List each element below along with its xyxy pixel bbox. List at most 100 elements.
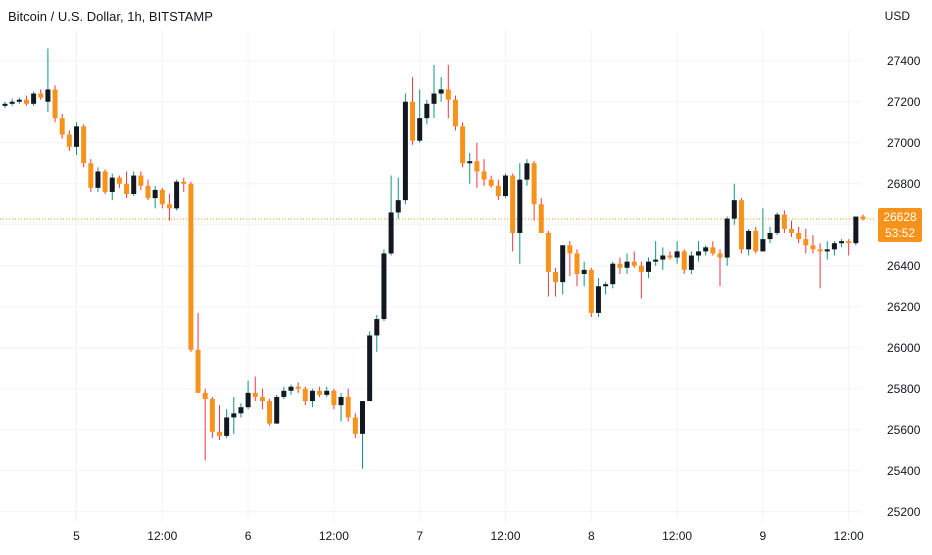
candle-body — [309, 390, 315, 402]
candle-body — [574, 253, 580, 274]
candle-body — [66, 134, 72, 147]
candle-body — [717, 253, 723, 258]
bar-countdown: 53:52 — [884, 226, 916, 240]
candle — [817, 243, 823, 289]
candle-body — [817, 249, 823, 252]
candle-body — [638, 265, 644, 272]
candle-body — [445, 89, 451, 100]
candle-body — [166, 204, 172, 209]
candle — [367, 331, 373, 402]
candle — [109, 173, 115, 201]
candle-body — [295, 386, 301, 389]
candle-body — [731, 200, 737, 219]
candle — [724, 216, 730, 266]
candle — [574, 249, 580, 287]
candle-body — [252, 392, 258, 397]
candle-body — [674, 251, 680, 258]
candle-body — [824, 249, 830, 252]
candle — [145, 179, 151, 201]
candle — [774, 212, 780, 235]
candle-body — [831, 243, 837, 250]
candle — [674, 241, 680, 264]
candle-body — [202, 392, 208, 399]
y-tick-label: 26800 — [887, 177, 921, 191]
candle — [410, 77, 416, 145]
candle — [66, 130, 72, 151]
candle-body — [238, 407, 244, 414]
candle-layer — [2, 48, 866, 469]
candle-body — [681, 251, 687, 270]
last-price-badge: 26628 53:52 — [878, 208, 922, 242]
candle-body — [45, 89, 51, 102]
candle-body — [495, 185, 501, 197]
candle — [603, 282, 609, 295]
candle — [52, 85, 58, 123]
x-tick-label: 5 — [73, 529, 80, 543]
candle-body — [2, 103, 8, 106]
candle — [481, 159, 487, 186]
candle-body — [617, 263, 623, 268]
candle — [660, 247, 666, 270]
candle-body — [688, 255, 694, 270]
candle-body — [181, 181, 187, 184]
candle — [853, 216, 859, 246]
candle-body — [653, 259, 659, 262]
candle — [81, 124, 87, 168]
candle-body — [402, 101, 408, 201]
candle-body — [538, 204, 544, 233]
candle-body — [145, 185, 151, 199]
candle — [610, 261, 616, 289]
candle-body — [224, 417, 230, 436]
candle-body — [109, 177, 115, 192]
x-tick-label: 12:00 — [319, 529, 349, 543]
candle-body — [567, 245, 573, 254]
candle — [138, 171, 144, 190]
candle-body — [524, 163, 530, 180]
candle — [59, 114, 65, 139]
candle-body — [288, 386, 294, 391]
candle-body — [245, 392, 251, 408]
candle — [824, 241, 830, 260]
candle-body — [217, 431, 222, 436]
candle — [653, 241, 659, 266]
candle — [538, 198, 544, 233]
candle — [374, 314, 380, 352]
candle — [646, 257, 651, 279]
candle-body — [560, 245, 566, 283]
candle — [259, 388, 265, 410]
candle — [667, 251, 673, 260]
candle-body — [367, 335, 373, 402]
candle — [31, 91, 37, 106]
candle-body — [753, 230, 759, 252]
candle — [238, 403, 244, 418]
candle-body — [738, 200, 744, 250]
candle — [431, 64, 437, 119]
candle-body — [760, 239, 766, 252]
candle — [381, 249, 387, 322]
candle — [345, 388, 351, 422]
candle — [288, 384, 294, 395]
candle — [524, 159, 530, 186]
candle — [510, 173, 516, 252]
candle — [760, 208, 766, 252]
candle — [588, 267, 594, 317]
candle — [2, 101, 8, 108]
candle-body — [352, 417, 358, 434]
candle — [738, 198, 744, 254]
candle — [796, 226, 802, 244]
candle-body — [839, 241, 845, 244]
chart-title: Bitcoin / U.S. Dollar, 1h, BITSTAMP — [8, 9, 213, 24]
candle-body — [23, 99, 29, 104]
candle — [23, 95, 29, 106]
candle — [131, 171, 137, 197]
candle-body — [159, 189, 165, 205]
candle — [16, 97, 22, 104]
candle — [317, 386, 323, 397]
candle — [781, 210, 787, 233]
candle-body — [388, 212, 394, 254]
candle — [274, 394, 280, 424]
candle-body — [588, 269, 594, 313]
candle-body — [374, 319, 380, 336]
